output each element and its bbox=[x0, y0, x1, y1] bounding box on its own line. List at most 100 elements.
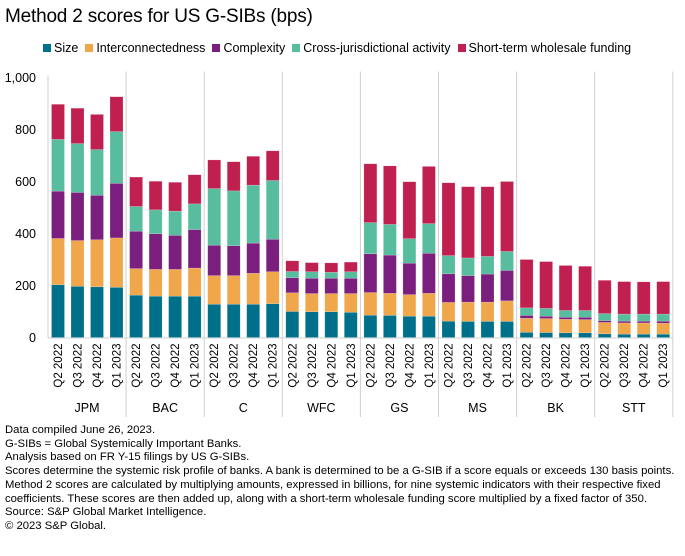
bar-segment-size bbox=[636, 333, 651, 338]
bar-segment-complexity bbox=[129, 230, 143, 269]
bar-segment-complexity bbox=[90, 195, 104, 240]
bar-segment-interconnectedness bbox=[383, 293, 397, 316]
bar-segment-size bbox=[578, 332, 592, 338]
bar-segment-cross-jurisdictional bbox=[187, 203, 202, 230]
bar-segment-complexity bbox=[636, 320, 651, 324]
legend-item-size: Size bbox=[43, 41, 78, 55]
bar-segment-complexity bbox=[70, 192, 85, 241]
bar-segment-size bbox=[422, 315, 436, 338]
x-tick-label: Q3 2022 bbox=[541, 344, 553, 388]
bar-segment-complexity bbox=[617, 320, 631, 324]
bar-segment-interconnectedness bbox=[70, 240, 85, 287]
bar-segment-complexity bbox=[519, 315, 534, 319]
bar-segment-size bbox=[70, 286, 85, 338]
bar-segment-complexity bbox=[383, 254, 397, 294]
bar-segment-cross-jurisdictional bbox=[51, 139, 65, 192]
x-tick-label: Q4 2022 bbox=[639, 344, 651, 388]
bar-segment-interconnectedness bbox=[324, 293, 339, 313]
y-tick-label: 600 bbox=[15, 175, 36, 189]
y-tick-label: 800 bbox=[15, 123, 36, 137]
bar-segment-cross-jurisdictional bbox=[461, 257, 475, 276]
bar-segment-complexity bbox=[363, 253, 378, 293]
bar-segment-size bbox=[148, 295, 163, 338]
footnotes: Data compiled June 26, 2023. G-SIBs = Gl… bbox=[5, 424, 683, 534]
bar-segment-short-term-funding bbox=[383, 165, 397, 225]
bar-segment-interconnectedness bbox=[480, 301, 495, 322]
bar-segment-interconnectedness bbox=[363, 292, 378, 316]
bar-segment-size bbox=[285, 311, 300, 338]
bar-segment-interconnectedness bbox=[636, 322, 651, 335]
x-axis-tick-labels: Q2 2022 Q3 2022 Q4 2022 Q1 2023 Q2 2022 Q3 20… bbox=[53, 344, 670, 388]
x-tick-label: Q4 2022 bbox=[248, 344, 260, 388]
bar-segment-size bbox=[441, 320, 456, 338]
bar-segment-short-term-funding bbox=[363, 163, 378, 223]
bar-segment-complexity bbox=[148, 233, 163, 270]
bar-segment-interconnectedness bbox=[402, 294, 417, 317]
x-tick-label: Q4 2022 bbox=[404, 344, 416, 388]
bar-segment-short-term-funding bbox=[246, 156, 260, 186]
bar-segment-short-term-funding bbox=[422, 166, 436, 224]
note-source: Source: S&P Global Market Intelligence. bbox=[5, 506, 207, 519]
bar-segment-cross-jurisdictional bbox=[265, 180, 280, 240]
bar-segment-short-term-funding bbox=[402, 181, 417, 239]
x-tick-label: Q1 2023 bbox=[580, 344, 592, 388]
bar-segment-cross-jurisdictional bbox=[656, 313, 670, 322]
bar-segment-short-term-funding bbox=[539, 261, 553, 309]
bar-segment-short-term-funding bbox=[265, 150, 280, 181]
bar-segment-short-term-funding bbox=[148, 180, 163, 211]
bar-segment-interconnectedness bbox=[187, 267, 202, 297]
legend-label: Complexity bbox=[223, 41, 286, 55]
x-tick-label: Q4 2022 bbox=[483, 344, 495, 388]
bars bbox=[51, 96, 670, 338]
bar-segment-complexity bbox=[246, 242, 260, 274]
bar-segment-size bbox=[305, 311, 319, 338]
legend-swatch-interconnectedness bbox=[85, 44, 94, 52]
x-tick-label: Q1 2023 bbox=[268, 344, 280, 388]
bar-segment-cross-jurisdictional bbox=[363, 222, 378, 255]
bar-segment-short-term-funding bbox=[597, 280, 612, 314]
x-tick-label: Q1 2023 bbox=[502, 344, 514, 388]
bar-segment-complexity bbox=[187, 229, 202, 269]
bar-segment-size bbox=[51, 284, 65, 338]
bar-segment-complexity bbox=[226, 245, 241, 276]
bar-segment-interconnectedness bbox=[207, 275, 221, 305]
bar-segment-size bbox=[109, 287, 124, 338]
y-tick-label: 400 bbox=[15, 227, 36, 241]
bar-segment-complexity bbox=[207, 244, 221, 276]
bar-segment-interconnectedness bbox=[168, 269, 182, 297]
bar-segment-complexity bbox=[441, 273, 456, 303]
x-group-label: JPM bbox=[75, 401, 100, 415]
bar-segment-complexity bbox=[422, 253, 436, 294]
bar-segment-complexity bbox=[51, 190, 65, 239]
bar-segment-interconnectedness bbox=[305, 293, 319, 313]
bar-segment-interconnectedness bbox=[344, 293, 358, 313]
bar-segment-complexity bbox=[402, 262, 417, 295]
y-axis: 0 200 400 600 800 1,000 bbox=[5, 71, 673, 345]
bar-segment-short-term-funding bbox=[636, 281, 651, 315]
x-group-label: C bbox=[239, 401, 248, 415]
bar-segment-cross-jurisdictional bbox=[558, 310, 573, 318]
x-tick-label: Q2 2022 bbox=[287, 344, 299, 388]
bar-segment-size bbox=[539, 332, 553, 338]
bar-segment-short-term-funding bbox=[441, 182, 456, 256]
bar-segment-complexity bbox=[324, 277, 339, 294]
bar-segment-interconnectedness bbox=[226, 275, 241, 305]
bar-segment-complexity bbox=[597, 320, 612, 323]
x-tick-label: Q2 2022 bbox=[365, 344, 377, 388]
bar-segment-cross-jurisdictional bbox=[168, 210, 182, 236]
bar-segment-size bbox=[90, 286, 104, 338]
bar-segment-size bbox=[500, 321, 514, 338]
x-tick-label: Q3 2022 bbox=[307, 344, 319, 388]
bar-segment-short-term-funding bbox=[324, 262, 339, 273]
legend-item-interconnectedness: Interconnectedness bbox=[85, 41, 205, 55]
legend: Size Interconnectedness Complexity Cross… bbox=[43, 41, 638, 55]
bar-segment-complexity bbox=[500, 270, 514, 302]
x-tick-label: Q2 2022 bbox=[522, 344, 534, 388]
bar-segment-size bbox=[461, 321, 475, 338]
bar-segment-short-term-funding bbox=[168, 182, 182, 212]
x-tick-label: Q3 2022 bbox=[151, 344, 163, 388]
bar-segment-interconnectedness bbox=[285, 292, 300, 312]
bar-segment-size bbox=[344, 312, 358, 338]
bar-segment-size bbox=[402, 315, 417, 338]
bar-segment-size bbox=[597, 333, 612, 338]
